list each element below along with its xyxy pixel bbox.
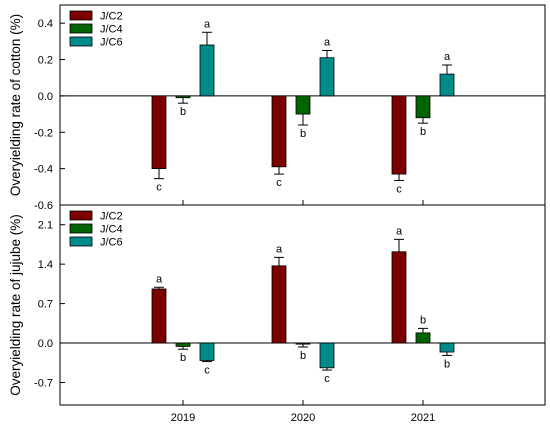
- x-tick-label: 2020: [291, 412, 315, 424]
- significance-letter: a: [156, 273, 163, 285]
- panel-1: 0.4 0.2 0.0 -0.2 -0.4 -0.6 Overyielding rate o…: [8, 4, 546, 212]
- y-axis-title: Overyielding rate of cotton (%): [8, 14, 23, 196]
- legend-label: J/C4: [100, 24, 123, 36]
- bar: [151, 95, 167, 170]
- legend-label: J/C2: [100, 211, 123, 223]
- bar: [271, 95, 287, 168]
- legend-swatch: [69, 10, 93, 21]
- bar: [319, 57, 335, 97]
- significance-letter: b: [180, 106, 186, 118]
- y-tick-label: 0.7: [38, 299, 53, 311]
- y-tick-label: 0.0: [38, 91, 53, 103]
- y-tick-label: -0.4: [34, 164, 53, 176]
- legend-swatch: [69, 36, 93, 47]
- bar: [391, 95, 407, 175]
- significance-letter: c: [204, 365, 210, 377]
- significance-letter: c: [276, 177, 282, 189]
- bar: [295, 342, 311, 345]
- bar: [295, 95, 311, 115]
- bar: [439, 73, 455, 97]
- legend-label: J/C2: [100, 11, 123, 23]
- y-tick-label: 0.2: [38, 55, 53, 67]
- significance-letter: a: [444, 51, 451, 63]
- panel-2: 2.1 1.4 0.7 0.0 -0.7 Overyielding rate of juj…: [8, 204, 546, 424]
- x-tick-label: 2019: [171, 412, 195, 424]
- bar: [415, 332, 431, 344]
- y-tick-label: -0.2: [34, 127, 53, 139]
- y-tick-label: -0.6: [34, 200, 53, 212]
- plot-frame: [59, 204, 546, 406]
- y-tick-label: 2.1: [38, 220, 53, 232]
- bar: [151, 288, 167, 344]
- bar: [199, 44, 215, 97]
- legend-label: J/C6: [100, 37, 123, 49]
- y-axis-title: Overyielding rate of jujube (%): [8, 214, 23, 396]
- bar: [271, 265, 287, 344]
- significance-letter: b: [300, 350, 306, 362]
- significance-letter: c: [324, 373, 330, 385]
- bar: [199, 342, 215, 361]
- bar: [391, 251, 407, 344]
- bar: [175, 95, 191, 99]
- legend-label: J/C6: [100, 237, 123, 249]
- bar: [319, 342, 335, 369]
- significance-letter: c: [156, 182, 162, 194]
- significance-letter: a: [396, 225, 403, 237]
- x-tick-label: 2021: [411, 412, 435, 424]
- y-tick-label: 0.0: [38, 338, 53, 350]
- significance-letter: b: [420, 126, 426, 138]
- significance-letter: a: [204, 18, 211, 30]
- significance-letter: a: [276, 243, 283, 255]
- significance-letter: b: [420, 314, 426, 326]
- significance-letter: c: [396, 183, 402, 195]
- significance-letter: a: [324, 36, 331, 48]
- y-tick-label: 0.4: [38, 18, 53, 30]
- legend-label: J/C4: [100, 224, 123, 236]
- y-tick-label: 1.4: [38, 259, 53, 271]
- significance-letter: b: [300, 128, 306, 140]
- significance-letter: b: [180, 352, 186, 364]
- legend-swatch: [69, 23, 93, 34]
- bar: [415, 95, 431, 119]
- bar: [439, 342, 455, 353]
- legend-swatch: [69, 236, 93, 247]
- bar: [175, 342, 191, 347]
- legend-swatch: [69, 223, 93, 234]
- y-tick-label: -0.7: [34, 377, 53, 389]
- significance-letter: b: [444, 358, 450, 370]
- legend-swatch: [69, 210, 93, 221]
